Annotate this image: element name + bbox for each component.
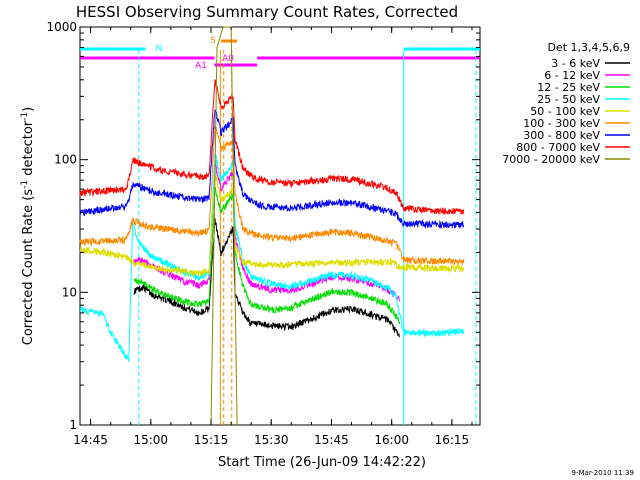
timestamp: 9-Mar-2010 11:39 (572, 469, 634, 477)
legend-label-6: 100 - 300 keV (523, 117, 600, 130)
series-line-7 (79, 109, 465, 229)
series-line-5 (79, 173, 465, 277)
vertical-marker-lines (138, 50, 477, 425)
y-tick-label-4: 1000 (46, 20, 77, 34)
x-tick-label-2: 15:00 (133, 433, 168, 447)
chart-title: HESSI Observing Summary Count Rates, Cor… (76, 3, 458, 21)
x-tick-label-4: 15:30 (254, 433, 289, 447)
x-tick-label-5: 15:45 (314, 433, 349, 447)
x-tick-label-1: 14:45 (73, 433, 108, 447)
y-tick-label-1: 1 (69, 418, 77, 432)
legend-label-8: 800 - 7000 keV (516, 141, 600, 154)
axes: 14:45 15:00 15:15 15:30 15:45 16:00 16:15 1 10 10… (46, 20, 480, 447)
y-tick-label-3: 100 (54, 153, 77, 167)
legend-label-4: 25 - 50 keV (537, 93, 600, 106)
legend-label-3: 12 - 25 keV (537, 81, 600, 94)
series-line-1 (133, 218, 401, 338)
series-line-6 (79, 125, 465, 266)
flag-label-s: S (210, 36, 216, 46)
flag-label-a0: A0 (222, 54, 234, 64)
x-tick-label-6: 16:00 (374, 433, 409, 447)
legend-label-9: 7000 - 20000 keV (502, 153, 600, 166)
flag-bars: N S A0 A1 (80, 36, 480, 71)
series-line-9 (210, 26, 238, 426)
y-axis-label: Corrected Count Rate (s-1 detector-1) (20, 107, 36, 345)
series-line-4 (79, 152, 465, 362)
x-axis-label: Start Time (26-Jun-09 14:42:22) (218, 455, 426, 470)
series-line-8 (79, 79, 465, 216)
series-group (79, 26, 465, 426)
flag-label-a1: A1 (195, 61, 207, 71)
series-line-3 (133, 186, 401, 325)
plot-frame (79, 26, 481, 426)
legend-label-7: 300 - 800 keV (523, 129, 600, 142)
legend-title: Det 1,3,4,5,6,9 (547, 41, 630, 54)
x-tick-label-7: 16:15 (435, 433, 470, 447)
flag-label-n: N (156, 44, 163, 54)
y-tick-label-2: 10 (62, 285, 77, 299)
legend-label-1: 3 - 6 keV (551, 57, 600, 70)
legend-label-2: 6 - 12 keV (544, 69, 600, 82)
x-tick-label-3: 15:15 (194, 433, 229, 447)
legend-label-5: 50 - 100 keV (530, 105, 600, 118)
